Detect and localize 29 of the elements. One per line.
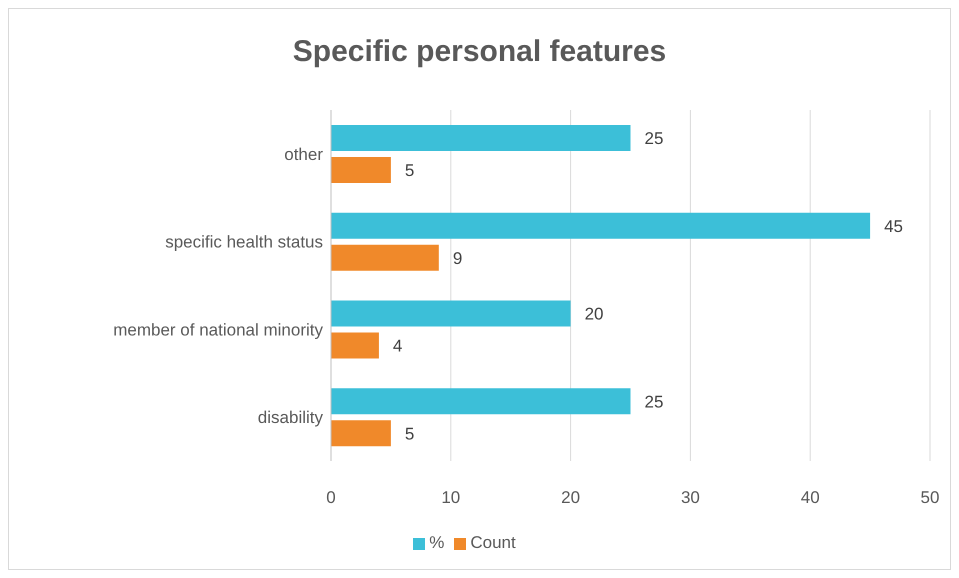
y-tick-label: disability [258, 408, 324, 428]
legend-label: % [429, 533, 444, 552]
bar [331, 125, 630, 151]
data-label: 25 [644, 392, 664, 412]
bar [331, 332, 379, 358]
chart-title: Specific personal features [292, 35, 668, 69]
x-tick-label: 40 [800, 488, 820, 508]
bar [331, 244, 439, 271]
y-tick-label: specific health status [165, 232, 323, 252]
x-tick-label: 10 [441, 488, 460, 508]
x-tick-label: 20 [561, 488, 580, 508]
y-tick-label: member of national minority [113, 320, 324, 340]
x-tick-label: 50 [920, 488, 940, 508]
data-label: 5 [404, 424, 414, 444]
bar [331, 212, 870, 239]
x-tick-label: 30 [680, 488, 700, 508]
data-label: 25 [644, 129, 664, 148]
data-label: 5 [404, 161, 414, 180]
bar [331, 300, 571, 326]
legend-label: Count [470, 533, 516, 552]
data-label: 45 [884, 216, 904, 236]
data-label: 9 [452, 248, 462, 268]
data-label: 4 [392, 336, 402, 356]
bar [331, 420, 391, 446]
data-label: 20 [584, 304, 604, 324]
x-tick-label: 0 [326, 488, 336, 508]
bar [331, 388, 630, 414]
bar [331, 157, 391, 183]
y-tick-label: other [284, 144, 324, 164]
